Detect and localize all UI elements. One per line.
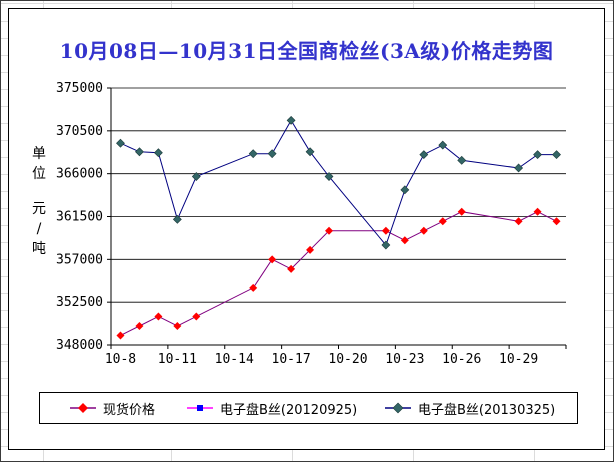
data-point-marker: [268, 255, 277, 264]
data-point-marker: [438, 140, 448, 150]
data-point-marker: [116, 331, 125, 340]
x-tick-label: 10-8: [105, 352, 136, 367]
series-2: [116, 115, 561, 250]
y-tick-label: 348000: [56, 338, 103, 353]
data-point-marker: [533, 150, 542, 160]
data-point-marker: [305, 147, 315, 157]
data-point-marker: [419, 226, 428, 235]
b-contract-20130325-marker-icon: [385, 402, 411, 414]
data-point-marker: [552, 217, 561, 226]
data-point-marker: [172, 214, 182, 224]
chart-title: 10月08日—10月31日全国商检丝(3A级)价格走势图: [59, 39, 554, 63]
data-point-marker: [552, 150, 561, 160]
y-tick-label: 366000: [56, 167, 103, 182]
spot-price-marker-icon: [70, 403, 96, 413]
legend-label: 电子盘B丝(20130325): [418, 402, 556, 418]
y-axis-title-char: 单: [32, 146, 46, 162]
series-line-2: [120, 119, 557, 247]
y-axis-title: 单位元 / 吨: [29, 144, 49, 259]
x-tick-label: 10-26: [442, 352, 481, 367]
data-point-marker: [173, 321, 182, 330]
data-point-marker: [267, 149, 277, 159]
data-point-marker: [457, 155, 467, 165]
b-contract-20120925-marker-icon: [187, 405, 213, 411]
legend-entry-b-contract-20130325[interactable]: 电子盘B丝(20130325): [385, 393, 555, 423]
y-tick-label: 361500: [56, 210, 103, 225]
y-axis-title-char: /: [36, 221, 42, 237]
series-line-0: [120, 211, 557, 336]
data-point-marker: [135, 321, 144, 330]
legend: 现货价格 电子盘B丝(20120925) 电子盘B丝(20130325): [39, 392, 578, 424]
data-point-marker: [153, 148, 163, 158]
legend-entry-spot-price[interactable]: 现货价格: [70, 393, 155, 423]
legend-entry-b-contract-20120925[interactable]: 电子盘B丝(20120925): [187, 393, 357, 423]
data-point-marker: [419, 150, 429, 160]
data-point-marker: [135, 147, 144, 157]
x-tick-label: 10-14: [215, 352, 254, 367]
data-point-marker: [324, 172, 334, 181]
x-tick-label: 10-20: [328, 352, 367, 367]
data-point-marker: [514, 217, 523, 226]
y-tick-label: 357000: [56, 252, 103, 267]
x-tick-label: 10-17: [272, 352, 311, 367]
y-axis-title-char: 吨: [32, 241, 46, 257]
data-point-marker: [192, 312, 201, 321]
y-axis-title-char: 元: [32, 201, 46, 217]
data-point-marker: [306, 245, 315, 254]
y-gridlines: [111, 87, 566, 346]
y-tick-label: 375000: [56, 81, 103, 96]
x-tick-label: 10-23: [385, 352, 424, 367]
y-tick-label: 352500: [56, 295, 103, 310]
data-point-marker: [116, 138, 125, 148]
data-point-marker: [287, 264, 296, 273]
y-tick-labels: 375000 370500 366000 361500 357000 352500 3480…: [56, 81, 111, 353]
data-point-marker: [400, 185, 410, 195]
x-tick-labels: 10-8 10-11 10-14 10-17 10-20 10-23 10-26 10-29: [105, 345, 567, 367]
data-point-marker: [191, 172, 201, 181]
data-point-marker: [400, 236, 409, 245]
data-point-marker: [381, 226, 390, 235]
price-trend-chart[interactable]: 10月08日—10月31日全国商检丝(3A级)价格走势图 单位元 / 吨 37500…: [8, 8, 605, 450]
data-point-marker: [154, 312, 163, 321]
data-point-marker: [286, 115, 296, 125]
data-point-marker: [533, 207, 542, 216]
data-point-marker: [325, 226, 334, 235]
data-point-marker: [457, 207, 466, 216]
series-0: [116, 207, 561, 340]
y-tick-label: 370500: [56, 124, 103, 139]
data-point-marker: [249, 283, 258, 292]
x-tick-label: 10-11: [158, 352, 197, 367]
y-axis-title-char: 位: [32, 166, 46, 182]
data-point-marker: [438, 217, 447, 226]
data-point-marker: [248, 149, 258, 159]
x-tick-label: 10-29: [499, 352, 538, 367]
data-point-marker: [381, 240, 391, 250]
legend-label: 现货价格: [103, 402, 156, 418]
legend-label: 电子盘B丝(20120925): [220, 402, 358, 418]
data-point-marker: [514, 163, 524, 173]
plot-area: 375000 370500 366000 361500 357000 352500 3480…: [56, 81, 567, 367]
